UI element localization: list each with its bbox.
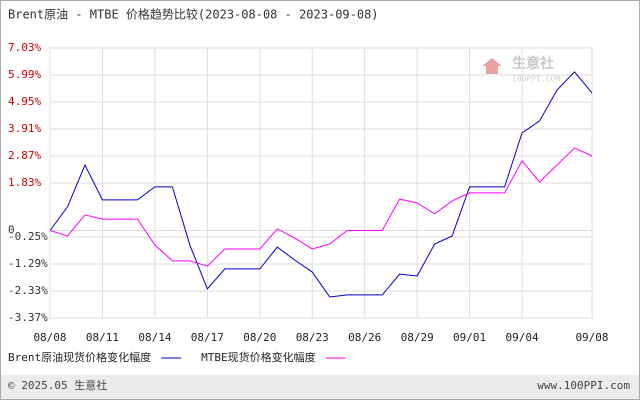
y-tick-label: 3.91% [8,122,41,135]
x-tick-label: 09/01 [453,331,486,344]
x-tick-label: 08/20 [243,331,276,344]
legend-label: Brent原油现货价格变化幅度 [8,350,151,364]
x-tick-label: 08/08 [33,331,66,344]
y-tick-label: 0 [8,224,15,237]
series-line [49,147,593,267]
x-tick-label: 09/08 [575,331,608,344]
y-tick-label: 7.03% [8,41,41,54]
chart-title: Brent原油 - MTBE 价格趋势比较(2023-08-08 - 2023-… [8,7,379,22]
legend-label: MTBE现货价格变化幅度 [201,350,316,364]
y-tick-label: 1.83% [8,176,41,189]
y-tick-label: 4.95% [8,95,41,108]
x-tick-label: 08/11 [86,331,119,344]
y-tick-label: -2.33% [8,284,48,297]
x-tick-label: 09/04 [506,331,539,344]
y-tick-label: -0.25% [8,230,48,243]
y-tick-label: -3.37% [8,311,48,324]
x-tick-label: 08/26 [348,331,381,344]
x-tick-label: 08/17 [191,331,224,344]
watermark-name: 生意社 [512,55,554,72]
x-tick-label: 08/14 [138,331,171,344]
footer-left: © 2025.05 生意社 [8,378,107,392]
watermark-icon [482,58,502,74]
x-tick-label: 08/29 [401,331,434,344]
series-line [49,71,593,298]
footer-right: www.100PPI.com [537,379,630,392]
y-tick-label: 5.99% [8,68,41,81]
footer-bar [1,375,639,399]
watermark-site: 100PPI.COM [512,75,560,84]
y-tick-label: -1.29% [8,257,48,270]
x-tick-label: 08/23 [296,331,329,344]
y-tick-label: 2.87% [8,149,41,162]
